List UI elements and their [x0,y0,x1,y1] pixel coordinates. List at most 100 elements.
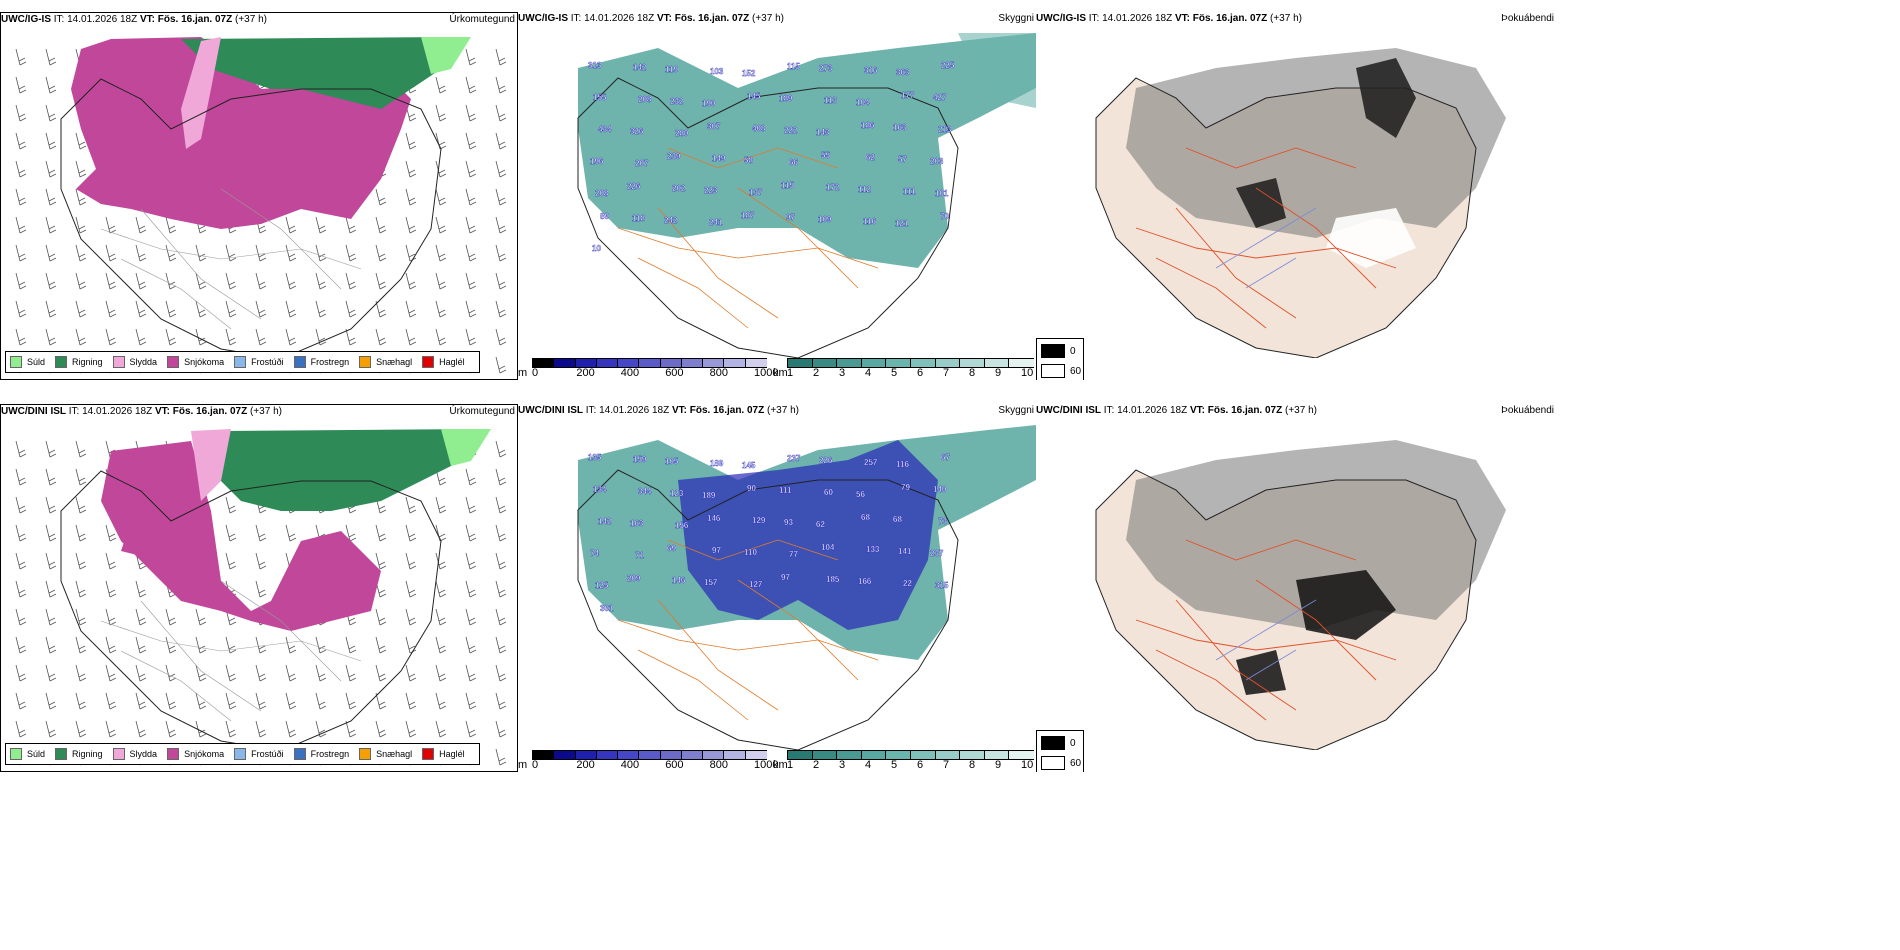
wind-barb [435,244,447,262]
fog-gray-area [1126,440,1506,630]
wind-barb [15,440,27,458]
ceiling-label: 73 [938,517,947,526]
wind-barb [465,692,477,710]
ceiling-label: 307 [707,122,721,131]
wind-barb [495,580,507,598]
wind-barb [165,244,177,262]
visibility-panel-row1: UWC/IG-IS IT: 14.01.2026 18Z VT: Fös. 16… [518,12,1036,380]
colorbar-tick-label: 4 [865,759,872,771]
legend-label: Súld [27,357,46,367]
wind-barb [105,300,117,318]
wind-barb [105,720,117,738]
wind-barb [345,524,357,542]
wind-barb [225,720,237,738]
wind-barb [495,300,507,318]
precip-map [15,37,507,374]
model-name: UWC/DINI ISL [518,405,583,416]
wind-barb [165,216,177,234]
colorbar-segment [836,358,862,368]
ceiling-colorbar: m 0 200 400 600 800 1000 [518,358,778,380]
fog-white-area [1326,208,1416,268]
wind-barb [135,720,147,738]
vt-label: VT: [139,14,155,25]
legend-swatch [112,748,125,760]
wind-barb [75,188,87,206]
wind-barb [195,272,207,290]
wind-barb [405,608,417,626]
ceiling-label: 105 [665,457,679,466]
wind-barb [435,664,447,682]
legend-swatch [422,748,435,760]
legend-swatch [55,356,68,368]
colorbar-tick-label: 2 [813,759,820,771]
legend-label: Rigning [72,357,103,367]
drizzle-area [441,429,491,466]
wind-barb [345,692,357,710]
wind-barb [45,76,57,94]
vt-value: Fös. 16.jan. 07Z [689,405,765,416]
ceiling-label: 115 [781,181,794,190]
ceiling-label: 142 [598,517,612,526]
it-label: IT: [570,13,582,24]
road-network [1135,539,1397,721]
wind-barb [45,692,57,710]
vt-label: VT: [1189,405,1205,416]
colorbar-segment [910,358,936,368]
colorbar-tick-label: 3 [839,367,846,379]
wind-barb [435,636,447,654]
ceiling-label: 208 [595,189,609,198]
panel-title: UWC/IG-IS IT: 14.01.2026 18Z VT: Fös. 16… [518,12,1036,26]
wind-barb [45,440,57,458]
legend-swatch [10,748,22,760]
wind-barb [75,244,87,262]
colorbar-segment [983,750,1010,760]
legend-swatch [234,748,247,760]
wind-barb [495,664,507,682]
wind-barb [345,300,357,318]
wind-barb [435,104,447,122]
field-title: Þokuábendi [1501,13,1554,24]
wind-barb [225,552,237,570]
sleet-area [191,429,231,501]
wind-barb [255,580,267,598]
wind-barb [435,328,447,346]
visibility-colorbar: km 1 2 3 4 5 6 7 8 9 10 [773,358,1035,380]
ceiling-label: 226 [627,182,641,191]
iceland-outline [60,470,442,752]
colorbar-tick-label: 10 [1021,759,1034,771]
it-label: IT: [1103,405,1115,416]
legend-item: Haglél [422,748,465,760]
wind-barb [285,664,297,682]
fog-index-panel-row1: UWC/IG-IS IT: 14.01.2026 18Z VT: Fös. 16… [1036,12,1556,380]
ceiling-label: 301 [600,604,614,613]
wind-barb [495,48,507,66]
wind-barb [195,636,207,654]
colorbar-segment [934,750,961,760]
wind-barb [15,580,27,598]
colorbar-tick-label: 800 [709,759,728,771]
wind-barb [105,580,117,598]
wind-barb [435,76,447,94]
wind-barb [15,160,27,178]
low-visibility-sea [958,33,1036,108]
wind-barb [255,300,267,318]
ceiling-label: 77 [789,550,798,559]
ceiling-label: 257 [864,458,878,467]
ceiling-label: 74 [590,549,599,558]
wind-barb [495,748,507,766]
wind-barb [15,524,27,542]
ceiling-label: 315 [935,581,949,590]
ceiling-label: 118 [632,214,645,223]
wind-barb [315,216,327,234]
wind-barb [435,216,447,234]
ceiling-label: 202 [672,184,686,193]
wind-barb [165,664,177,682]
colorbar-segment [553,750,576,760]
wind-barb [495,524,507,542]
ceiling-label: 142 [633,63,647,72]
wind-barb [495,468,507,486]
legend-label: 0 [1070,738,1076,749]
legend-item: Frostregn [293,748,349,760]
ceiling-label: 280 [675,129,689,138]
low-visibility-area [578,33,1036,268]
